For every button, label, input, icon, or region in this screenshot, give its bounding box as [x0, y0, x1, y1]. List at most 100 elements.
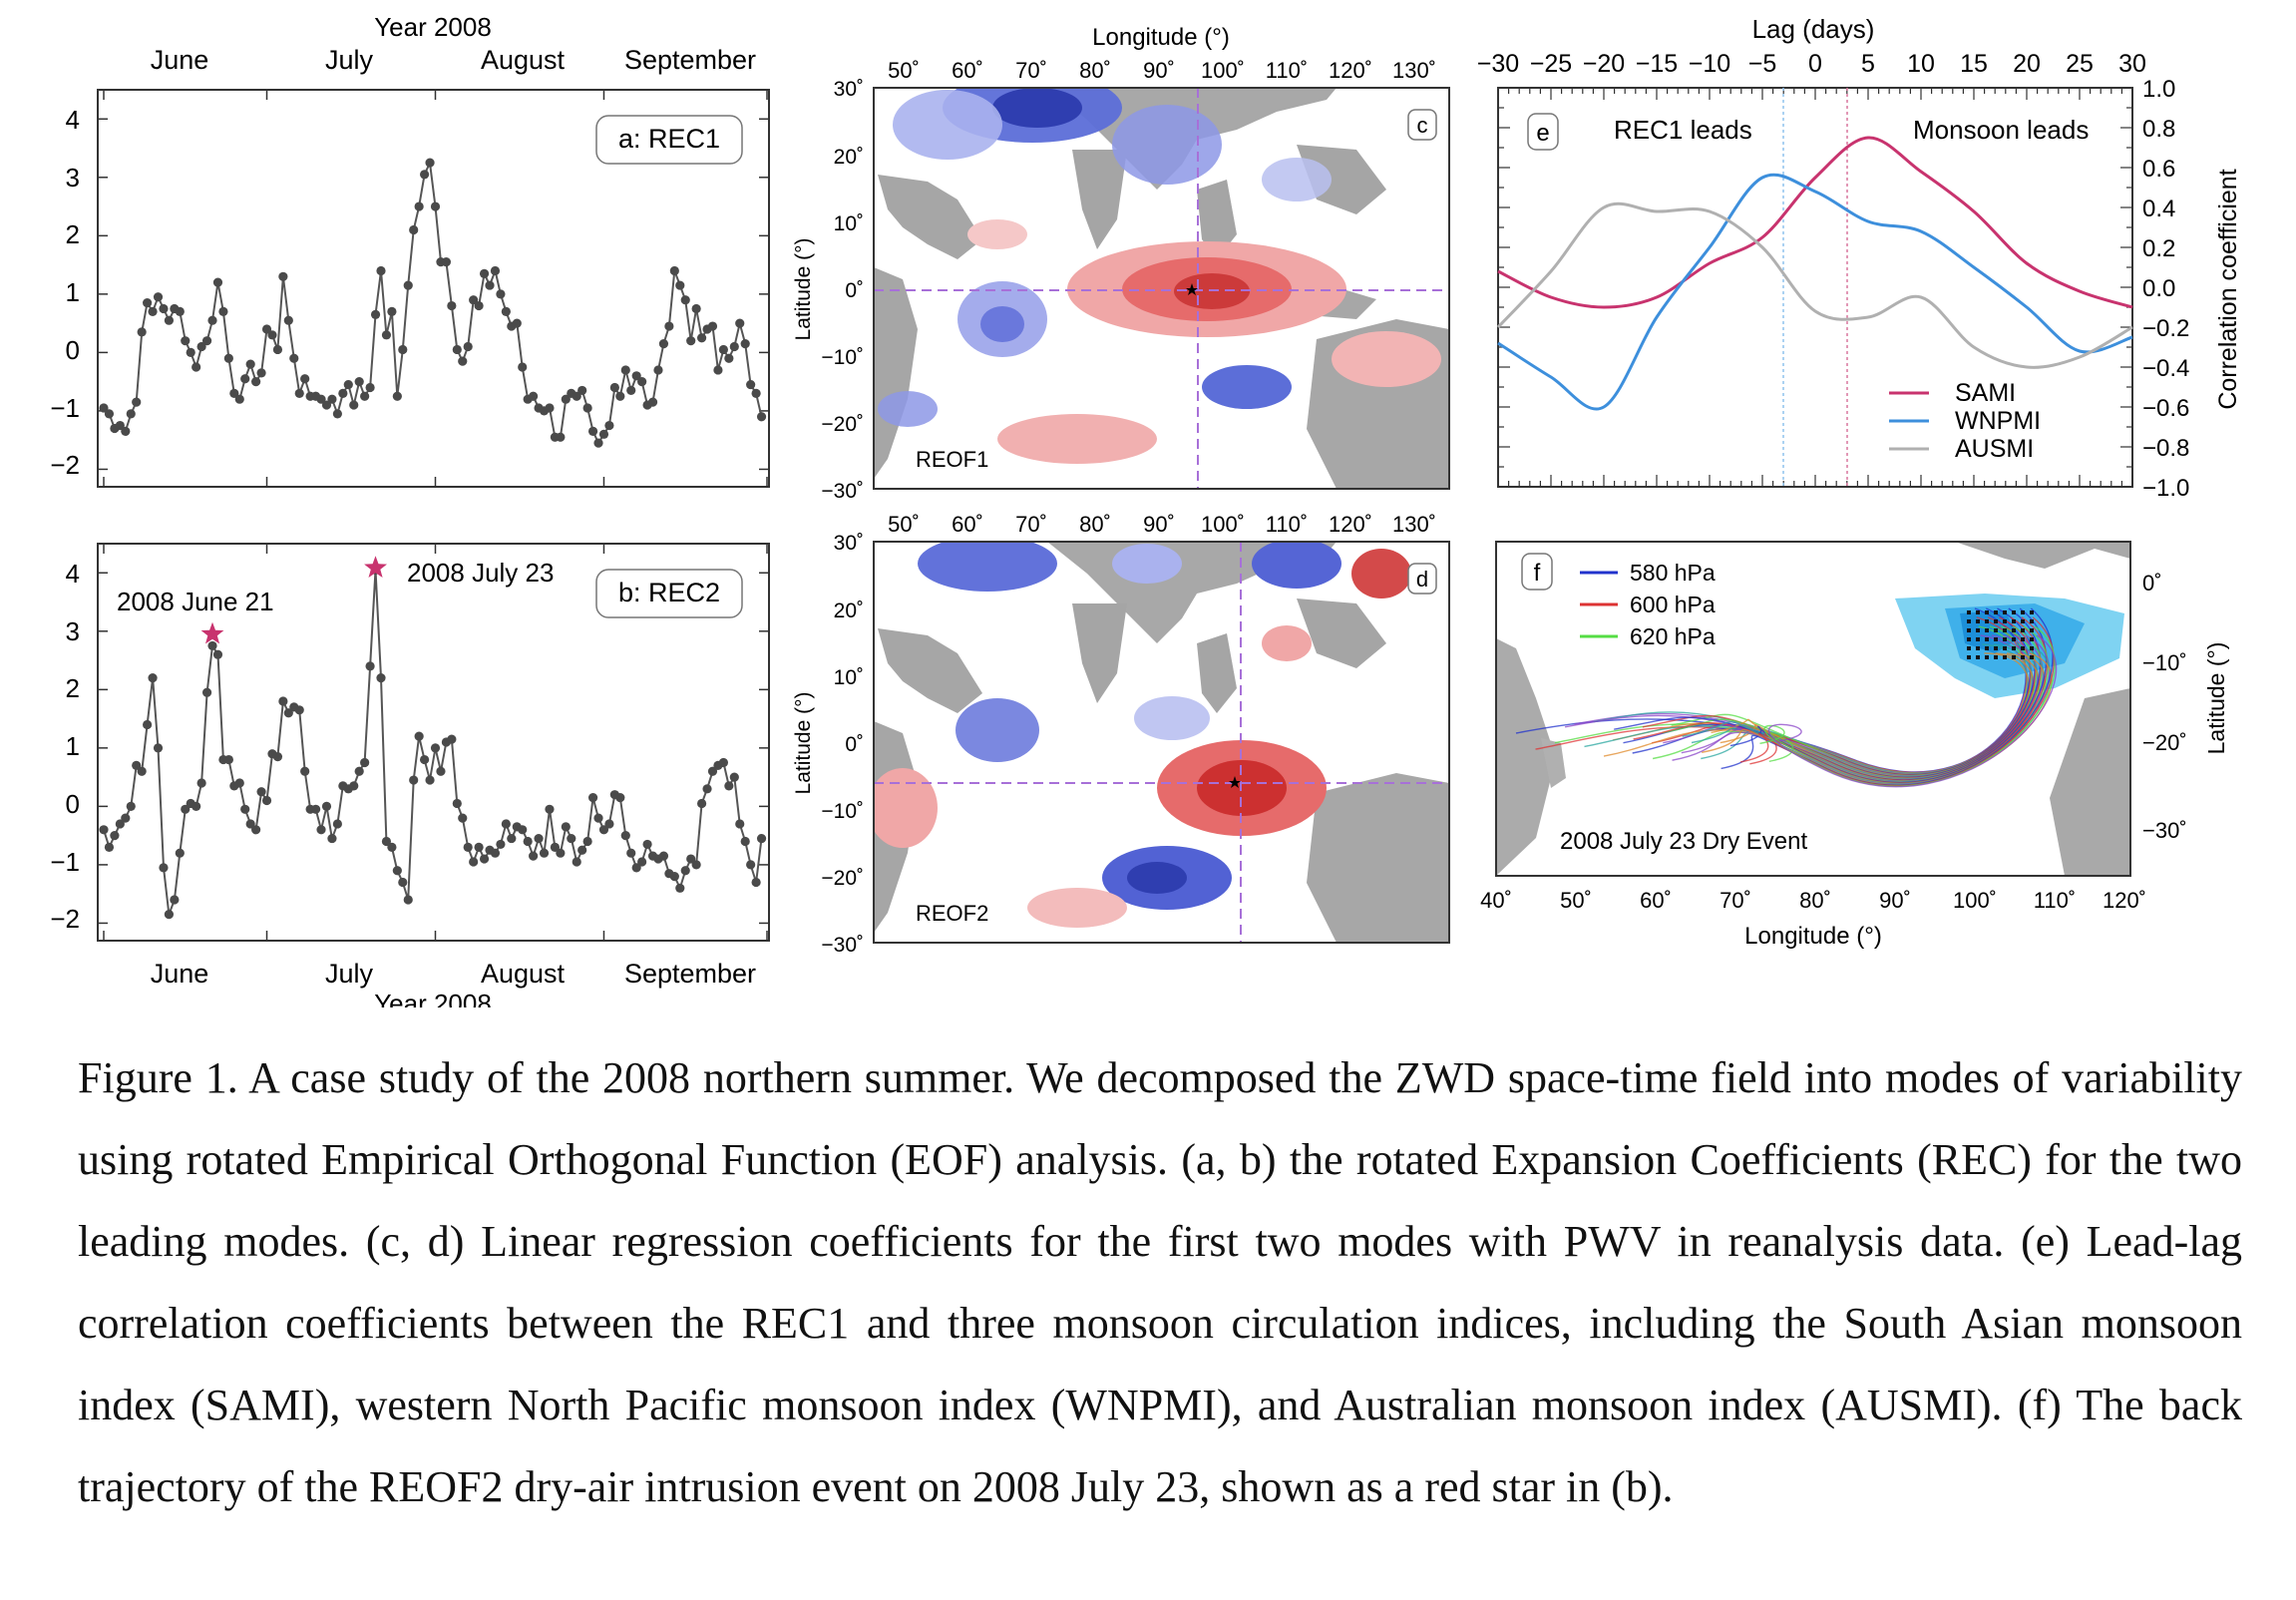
- data-point: [696, 798, 707, 809]
- data-point: [332, 819, 342, 829]
- panel-d-ytick: 30˚: [834, 532, 864, 555]
- data-point: [740, 836, 750, 847]
- data-point: [637, 377, 647, 387]
- panel-f-xtick: 110˚: [2034, 888, 2076, 913]
- land-india: [1072, 603, 1127, 703]
- data-point: [251, 825, 261, 835]
- data-point: [729, 341, 739, 352]
- panel-b-ytick: 0: [66, 789, 80, 819]
- panel-d-frame: [873, 541, 1450, 944]
- data-point: [403, 895, 413, 905]
- panel-c-ytick: 30˚: [834, 78, 864, 101]
- land-arabia: [878, 628, 982, 713]
- source-grid-point: [2003, 628, 2007, 632]
- panel-a-ytick: 1: [66, 277, 80, 307]
- data-point: [245, 819, 255, 829]
- land-africa: [874, 267, 918, 479]
- data-point: [751, 877, 761, 888]
- panel-f-ytick: 0˚: [2142, 571, 2162, 596]
- source-grid-point: [1967, 637, 1971, 641]
- data-point: [245, 359, 255, 369]
- figure-caption: Figure 1. A case study of the 2008 north…: [78, 1053, 2242, 1511]
- data-point: [223, 353, 233, 363]
- panel-e-ytick: −0.2: [2142, 315, 2189, 342]
- panel-f-event-label: 2008 July 23 Dry Event: [1560, 828, 1807, 855]
- data-point: [240, 804, 250, 814]
- panel-b-ytick: 3: [66, 616, 80, 646]
- data-point: [756, 833, 767, 844]
- data-point: [518, 825, 528, 835]
- data-point: [148, 673, 158, 683]
- data-point: [153, 743, 164, 753]
- data-point: [196, 778, 206, 788]
- panel-d-xtick: 80˚: [1079, 512, 1111, 537]
- data-point: [518, 362, 528, 372]
- data-point: [702, 784, 712, 794]
- data-point: [310, 804, 321, 814]
- data-point: [587, 426, 598, 436]
- panel-b-series: [99, 565, 767, 920]
- c-pos-2: [997, 414, 1157, 464]
- panel-e-xtick: 10: [1907, 50, 1935, 78]
- source-grid-point: [2021, 637, 2025, 641]
- data-point: [463, 842, 473, 852]
- panel-b-label-box: [595, 569, 743, 618]
- data-point: [675, 280, 685, 290]
- panel-a-frame: [97, 89, 770, 488]
- land-australia: [1307, 773, 1449, 943]
- land-indochina: [1197, 180, 1237, 259]
- panel-e-ytick: −1.0: [2142, 475, 2189, 502]
- source-grid-point: [2021, 646, 2025, 650]
- panel-c-xtick: 120˚: [1329, 58, 1372, 83]
- panel-c-ytick: 10˚: [834, 212, 864, 235]
- data-point: [175, 306, 185, 317]
- data-point: [604, 819, 614, 829]
- data-point: [598, 825, 609, 835]
- panel-d-xtick: 70˚: [1015, 512, 1047, 537]
- data-point: [469, 295, 479, 305]
- data-point: [256, 368, 266, 378]
- data-point: [387, 842, 397, 852]
- panel-e-ytick: 0.4: [2142, 196, 2175, 222]
- data-point: [261, 795, 272, 806]
- data-point: [181, 336, 191, 346]
- panel-e-xtick: 0: [1808, 50, 1822, 78]
- data-point: [392, 391, 402, 401]
- data-point: [631, 371, 641, 381]
- data-point: [419, 170, 430, 180]
- c-neg-3: [1112, 105, 1222, 185]
- data-point: [191, 362, 201, 372]
- panel-f-yticks: 0˚ −10˚ −20˚ −30˚: [2142, 571, 2187, 843]
- data-point: [658, 339, 669, 349]
- panel-d-ytick: 10˚: [834, 666, 864, 689]
- data-point: [170, 895, 180, 905]
- data-point: [414, 201, 424, 211]
- data-point: [496, 289, 506, 299]
- data-point: [631, 863, 641, 873]
- panel-f-xtick: 80˚: [1799, 888, 1831, 913]
- data-point: [143, 719, 153, 730]
- panel-f-ytick: −20˚: [2142, 730, 2187, 755]
- data-point: [104, 409, 115, 419]
- data-point: [724, 353, 734, 363]
- data-point: [376, 673, 386, 683]
- panel-e-series: [1496, 136, 2133, 411]
- trajectory-line: [1642, 616, 2037, 779]
- panel-b-month-september: September: [624, 959, 756, 989]
- data-point: [126, 409, 136, 419]
- source-grid-point: [1994, 610, 1998, 614]
- land-china-south: [1297, 145, 1386, 214]
- data-point: [294, 705, 304, 715]
- panel-a-month-june: June: [151, 45, 209, 75]
- data-point: [153, 292, 164, 302]
- panel-b-label: b: REC2: [618, 578, 720, 607]
- data-point: [132, 760, 142, 771]
- panel-e-ytick: 0.8: [2142, 116, 2175, 143]
- panel-c-frame: [873, 87, 1450, 490]
- data-point: [229, 388, 239, 398]
- data-point: [115, 819, 125, 829]
- panel-b-year-title: Year 2008: [374, 989, 492, 1007]
- source-grid-point: [2030, 655, 2034, 659]
- c-pos-3: [1332, 331, 1441, 387]
- source-grid-point: [1985, 646, 1989, 650]
